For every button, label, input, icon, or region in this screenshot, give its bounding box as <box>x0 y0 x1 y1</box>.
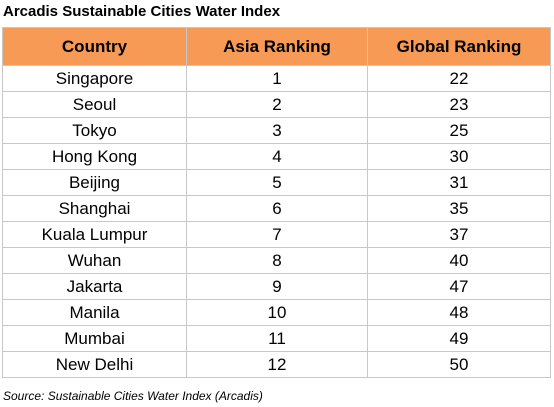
table-row: Beijing 5 31 <box>2 169 551 196</box>
table-row: Jakarta 9 47 <box>2 273 551 300</box>
table-cell: 10 <box>186 299 368 326</box>
table-cell: 7 <box>186 221 368 248</box>
table-cell: 2 <box>186 91 368 118</box>
table-row: Mumbai 11 49 <box>2 325 551 352</box>
table-row: New Delhi 12 50 <box>2 351 551 378</box>
table-cell: Shanghai <box>2 195 187 222</box>
table-cell: Singapore <box>2 65 187 92</box>
table-row: Tokyo 3 25 <box>2 117 551 144</box>
table-cell: 4 <box>186 143 368 170</box>
header-cell: Asia Ranking <box>186 27 368 66</box>
table-cell: Hong Kong <box>2 143 187 170</box>
table-cell: 50 <box>367 351 551 378</box>
table-cell: Wuhan <box>2 247 187 274</box>
table-cell: 6 <box>186 195 368 222</box>
header-cell: Global Ranking <box>367 27 551 66</box>
table-cell: Manila <box>2 299 187 326</box>
table-cell: 37 <box>367 221 551 248</box>
table-cell: 9 <box>186 273 368 300</box>
table-row: Kuala Lumpur 7 37 <box>2 221 551 248</box>
table-cell: Seoul <box>2 91 187 118</box>
title: Arcadis Sustainable Cities Water Index <box>3 3 281 20</box>
table-cell: 47 <box>367 273 551 300</box>
table-cell: 23 <box>367 91 551 118</box>
table-cell: 1 <box>186 65 368 92</box>
table-row: Hong Kong 4 30 <box>2 143 551 170</box>
table-cell: 12 <box>186 351 368 378</box>
table-row: Manila 10 48 <box>2 299 551 326</box>
table-cell: 48 <box>367 299 551 326</box>
table-row: Wuhan 8 40 <box>2 247 551 274</box>
header-cell: Country <box>2 27 187 66</box>
source-note: Source: Sustainable Cities Water Index (… <box>3 389 263 403</box>
header-row: Country Asia Ranking Global Ranking <box>2 27 551 66</box>
table-cell: 35 <box>367 195 551 222</box>
table-row: Singapore 1 22 <box>2 65 551 92</box>
table-row: Seoul 2 23 <box>2 91 551 118</box>
table-cell: Beijing <box>2 169 187 196</box>
table-cell: 30 <box>367 143 551 170</box>
table-cell: 8 <box>186 247 368 274</box>
table-cell: 49 <box>367 325 551 352</box>
table-cell: 22 <box>367 65 551 92</box>
table-cell: 5 <box>186 169 368 196</box>
table-cell: Mumbai <box>2 325 187 352</box>
table-cell: New Delhi <box>2 351 187 378</box>
table-cell: 40 <box>367 247 551 274</box>
table-cell: Kuala Lumpur <box>2 221 187 248</box>
table-body: Singapore 1 22 Seoul 2 23 Tokyo 3 25 Hong Kong 4 30… <box>2 65 551 378</box>
table-cell: 11 <box>186 325 368 352</box>
table-cell: 31 <box>367 169 551 196</box>
table-cell: 25 <box>367 117 551 144</box>
table-row: Shanghai 6 35 <box>2 195 551 222</box>
table-cell: Jakarta <box>2 273 187 300</box>
ranking-table: Country Asia Ranking Global Ranking Singap… <box>2 27 551 378</box>
table-cell: Tokyo <box>2 117 187 144</box>
table-cell: 3 <box>186 117 368 144</box>
